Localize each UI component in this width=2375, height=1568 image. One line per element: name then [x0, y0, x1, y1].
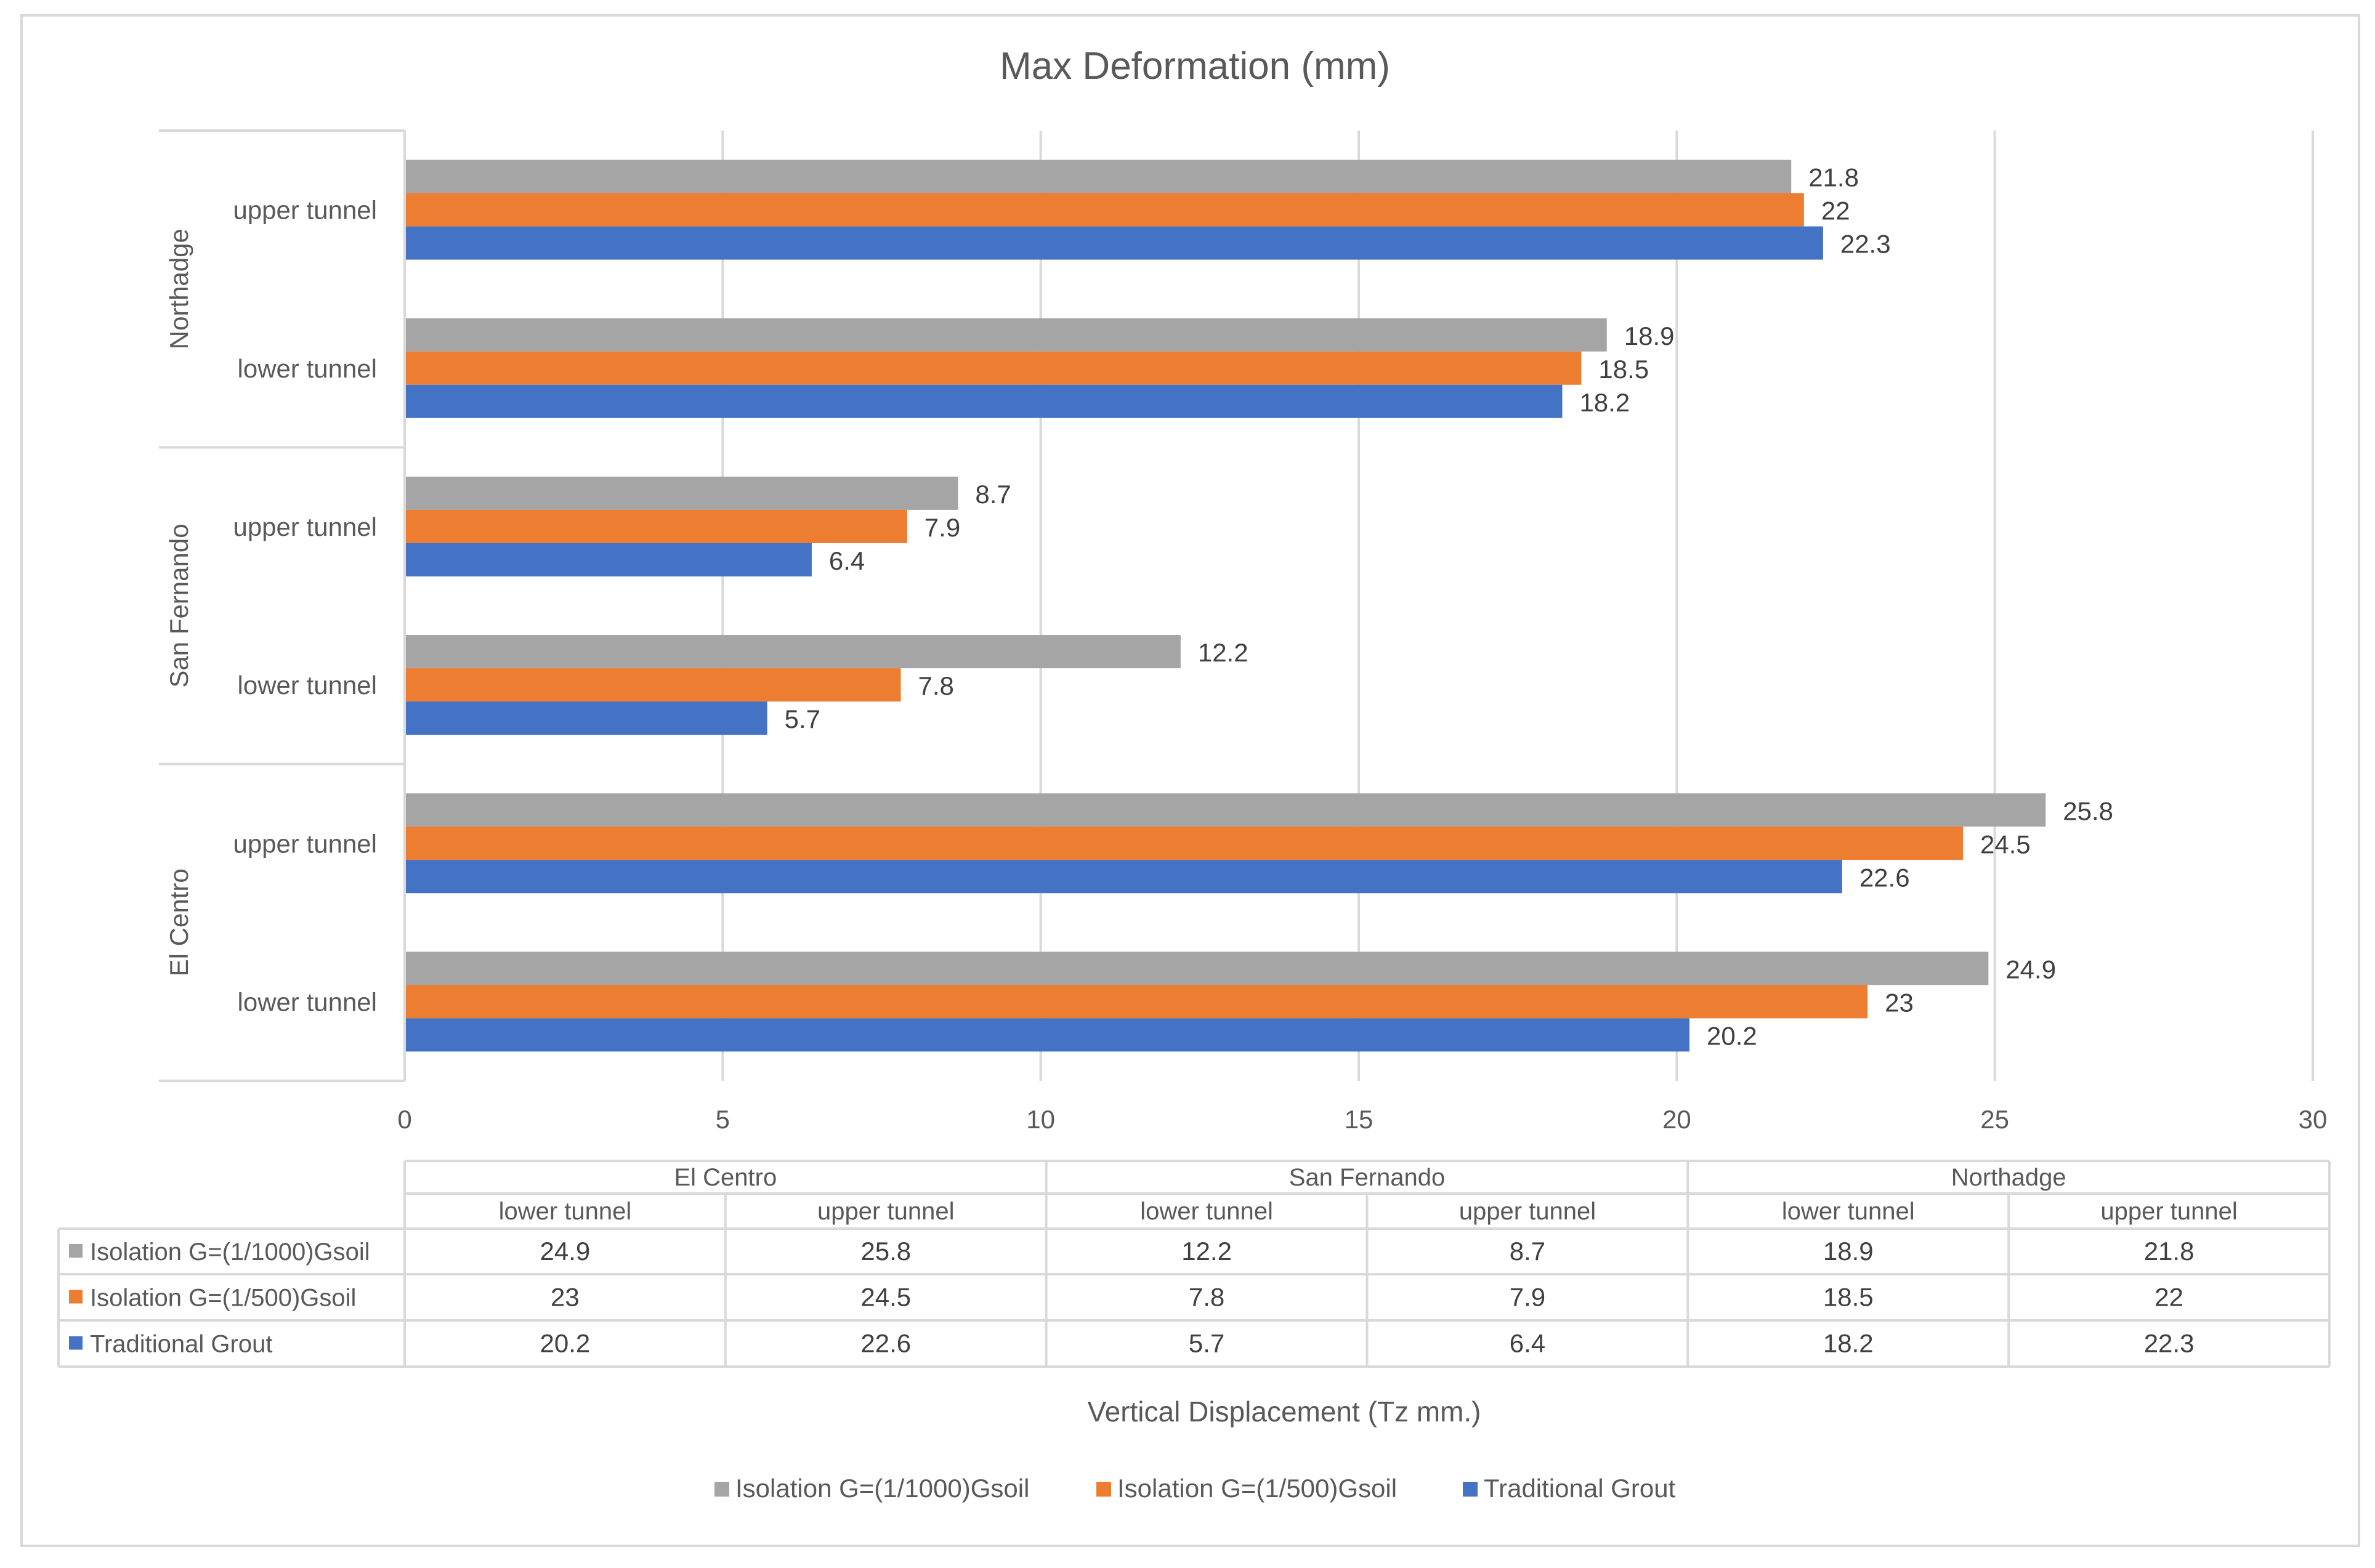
x-tick-label: 0 — [397, 1105, 411, 1134]
category-label: upper tunnel — [233, 829, 377, 858]
table-cell: 18.9 — [1823, 1237, 1874, 1266]
category-label: lower tunnel — [238, 354, 377, 383]
bar — [405, 318, 1607, 352]
x-tick-label: 25 — [1980, 1105, 2009, 1134]
table-cell: 18.2 — [1823, 1329, 1874, 1358]
table-cell: 21.8 — [2144, 1237, 2195, 1266]
legend-key — [1463, 1482, 1478, 1497]
x-tick-label: 10 — [1026, 1105, 1055, 1134]
bar — [405, 860, 1842, 894]
legend-key — [1096, 1482, 1111, 1497]
data-label: 21.8 — [1808, 163, 1859, 192]
bar — [405, 668, 901, 702]
legend-entry: Isolation G=(1/1000)Gsoil — [735, 1474, 1029, 1503]
bar — [405, 826, 1964, 860]
group-label: Northadge — [164, 228, 193, 349]
table-cell: 22.3 — [2144, 1329, 2195, 1358]
table-row-label: Isolation G=(1/1000)Gsoil — [90, 1239, 370, 1266]
chart-title: Max Deformation (mm) — [1000, 45, 1390, 87]
table-row-label: Traditional Grout — [90, 1331, 272, 1358]
data-label: 12.2 — [1198, 638, 1248, 667]
data-label: 18.2 — [1579, 388, 1630, 417]
group-label: San Fernando — [164, 523, 193, 687]
table-cell: 7.9 — [1510, 1283, 1545, 1312]
bar — [405, 985, 1868, 1019]
table-sub-header: lower tunnel — [1782, 1198, 1915, 1225]
table-group-header: El Centro — [674, 1164, 777, 1191]
bar — [405, 1018, 1689, 1052]
table-cell: 22 — [2154, 1283, 2183, 1312]
data-label: 24.9 — [2005, 955, 2056, 984]
table-sub-header: upper tunnel — [1459, 1198, 1596, 1225]
x-tick-label: 15 — [1345, 1105, 1374, 1134]
table-cell: 22.6 — [860, 1329, 911, 1358]
table-cell: 8.7 — [1510, 1237, 1545, 1266]
table-row-label: Isolation G=(1/500)Gsoil — [90, 1285, 356, 1312]
bar — [405, 384, 1563, 418]
bar — [405, 543, 812, 576]
table-cell: 23 — [551, 1283, 580, 1312]
legend-key — [714, 1482, 729, 1497]
table-sub-header: lower tunnel — [1140, 1198, 1273, 1225]
table-cell: 18.5 — [1823, 1283, 1874, 1312]
table-legend-key — [69, 1244, 83, 1258]
table-sub-header: upper tunnel — [2100, 1198, 2237, 1225]
data-label: 7.8 — [918, 671, 953, 700]
table-cell: 7.8 — [1189, 1283, 1224, 1312]
data-label: 25.8 — [2063, 796, 2113, 825]
table-cell: 24.9 — [540, 1237, 591, 1266]
data-label: 24.5 — [1980, 830, 2031, 859]
category-label: upper tunnel — [233, 196, 377, 225]
table-group-header: Northadge — [1951, 1164, 2066, 1191]
data-label: 22 — [1821, 196, 1850, 225]
bar — [405, 793, 2046, 827]
bar — [405, 952, 1989, 985]
legend-entry: Traditional Grout — [1484, 1474, 1676, 1503]
data-label: 18.9 — [1624, 321, 1675, 350]
table-legend-key — [69, 1336, 83, 1350]
data-label: 8.7 — [975, 480, 1011, 509]
chart-frame — [20, 14, 2360, 1547]
data-label: 20.2 — [1707, 1021, 1757, 1050]
table-cell: 25.8 — [860, 1237, 911, 1266]
table-group-header: San Fernando — [1289, 1164, 1446, 1191]
legend-entry: Isolation G=(1/500)Gsoil — [1117, 1474, 1397, 1503]
data-label: 23 — [1885, 988, 1914, 1017]
data-label: 5.7 — [785, 705, 820, 733]
data-label: 7.9 — [925, 513, 960, 542]
bar — [405, 226, 1823, 260]
table-legend-key — [69, 1290, 83, 1304]
data-label: 22.6 — [1859, 863, 1910, 892]
category-label: lower tunnel — [238, 987, 377, 1016]
bar — [405, 193, 1804, 227]
data-label: 18.5 — [1598, 355, 1649, 384]
data-label: 22.3 — [1840, 230, 1891, 259]
bar — [405, 160, 1792, 193]
bar — [405, 476, 958, 510]
x-tick-label: 20 — [1662, 1105, 1691, 1134]
category-label: lower tunnel — [238, 671, 377, 700]
table-cell: 5.7 — [1189, 1329, 1224, 1358]
x-tick-label: 5 — [716, 1105, 730, 1134]
data-label: 6.4 — [829, 546, 865, 575]
x-axis-title: Vertical Displacement (Tz mm.) — [1087, 1396, 1481, 1428]
table-sub-header: lower tunnel — [499, 1198, 632, 1225]
table-cell: 6.4 — [1510, 1329, 1545, 1358]
table-cell: 20.2 — [540, 1329, 591, 1358]
bar — [405, 635, 1181, 669]
category-label: upper tunnel — [233, 512, 377, 541]
table-cell: 24.5 — [860, 1283, 911, 1312]
bar — [405, 509, 907, 543]
bar — [405, 701, 767, 735]
bar — [405, 351, 1582, 385]
table-sub-header: upper tunnel — [817, 1198, 954, 1225]
table-cell: 12.2 — [1181, 1237, 1232, 1266]
x-tick-label: 30 — [2299, 1105, 2328, 1134]
group-label: El Centro — [164, 868, 193, 976]
